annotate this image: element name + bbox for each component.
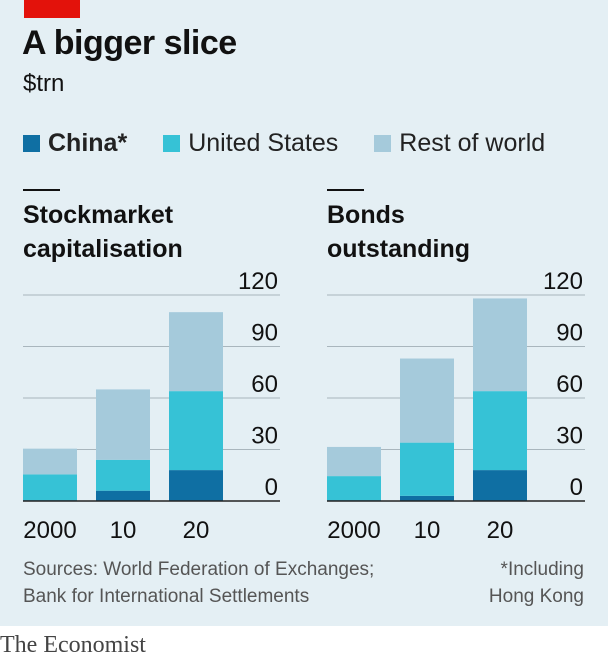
stockmarket-bar-10-series-2 [96, 389, 150, 460]
right-panel-title-line1: Bonds [327, 201, 405, 229]
footnote-line-1: *Including [500, 559, 584, 580]
stockmarket-bar-20-series-0 [169, 470, 223, 501]
chart-card: A bigger slice $trn China* United States… [0, 0, 608, 626]
bonds-bar-2000-series-2 [327, 446, 381, 477]
legend: China* United States Rest of world [23, 128, 581, 158]
stockmarket-bar-2000-series-1 [23, 474, 77, 501]
stockmarket-bar-10-series-1 [96, 459, 150, 491]
legend-swatch-united-states [163, 134, 181, 152]
bonds-bar-10-series-2 [400, 358, 454, 443]
bonds-bar-20-series-0 [473, 470, 527, 501]
stockmarket-bar-2000-series-2 [23, 448, 77, 475]
stockmarket-x-tick-label: 2000 [23, 517, 76, 544]
legend-item-china: China* [23, 129, 127, 158]
right-panel-rule [327, 189, 364, 191]
bonds-y-tick-label: 120 [543, 268, 583, 295]
bonds-y-tick-label: 30 [556, 423, 583, 450]
legend-label-rest-of-world: Rest of world [399, 128, 546, 157]
stockmarket-bar-20-series-2 [169, 312, 223, 392]
bonds-y-tick-label: 90 [556, 320, 583, 347]
left-panel-title-line1: Stockmarket [23, 201, 174, 229]
brand-red-tag [24, 0, 80, 18]
bonds-bar-10-series-1 [400, 442, 454, 496]
bonds-x-tick-label: 10 [414, 517, 441, 544]
brand-wordmark: The Economist [0, 632, 146, 658]
bonds-y-tick-label: 60 [556, 371, 583, 398]
stockmarket-y-tick-label: 60 [251, 371, 278, 398]
legend-item-rest-of-world: Rest of world [374, 129, 545, 158]
chart-title: A bigger slice [22, 24, 237, 62]
footnote: *Including Hong Kong [489, 556, 584, 610]
stockmarket-bar-10-series-0 [96, 490, 150, 501]
legend-swatch-china [23, 134, 40, 152]
source-line-1: Sources: World Federation of Exchanges; [23, 559, 375, 580]
right-panel-title: Bonds outstanding [327, 198, 470, 266]
footnote-line-2: Hong Kong [488, 586, 584, 607]
source-note: Sources: World Federation of Exchanges; … [23, 556, 374, 610]
stockmarket-x-tick-label: 10 [110, 517, 137, 544]
right-panel-title-line2: outstanding [327, 235, 471, 263]
source-line-2: Bank for International Settlements [23, 586, 310, 607]
left-panel-rule [23, 189, 60, 191]
bonds-x-tick-label: 2000 [327, 517, 380, 544]
legend-swatch-rest-of-world [374, 134, 392, 152]
bonds-bar-20-series-2 [473, 298, 527, 392]
stockmarket-y-tick-label: 120 [238, 268, 278, 295]
bonds-bar-10-series-0 [400, 495, 454, 501]
stockmarket-y-tick-label: 30 [251, 423, 278, 450]
bonds-bar-2000-series-1 [327, 476, 381, 501]
stockmarket-bar-20-series-1 [169, 391, 223, 471]
bonds-x-tick-label: 20 [487, 517, 514, 544]
left-panel-title-line2: capitalisation [23, 235, 183, 263]
chart-subtitle: $trn [23, 70, 65, 97]
legend-label-united-states: United States [188, 128, 339, 157]
stacked-bar-charts: 0 30 60 90 120 2000 10 20 0 30 60 90 120 2000 10 20 [23, 268, 585, 544]
left-panel-title: Stockmarket capitalisation [23, 198, 183, 266]
stockmarket-y-tick-label: 90 [251, 320, 278, 347]
legend-item-united-states: United States [163, 129, 338, 158]
legend-label-china: China* [48, 128, 128, 157]
stockmarket-y-tick-label: 0 [265, 474, 278, 501]
stockmarket-x-tick-label: 20 [183, 517, 210, 544]
bonds-y-tick-label: 0 [570, 474, 583, 501]
bonds-bar-20-series-1 [473, 391, 527, 471]
